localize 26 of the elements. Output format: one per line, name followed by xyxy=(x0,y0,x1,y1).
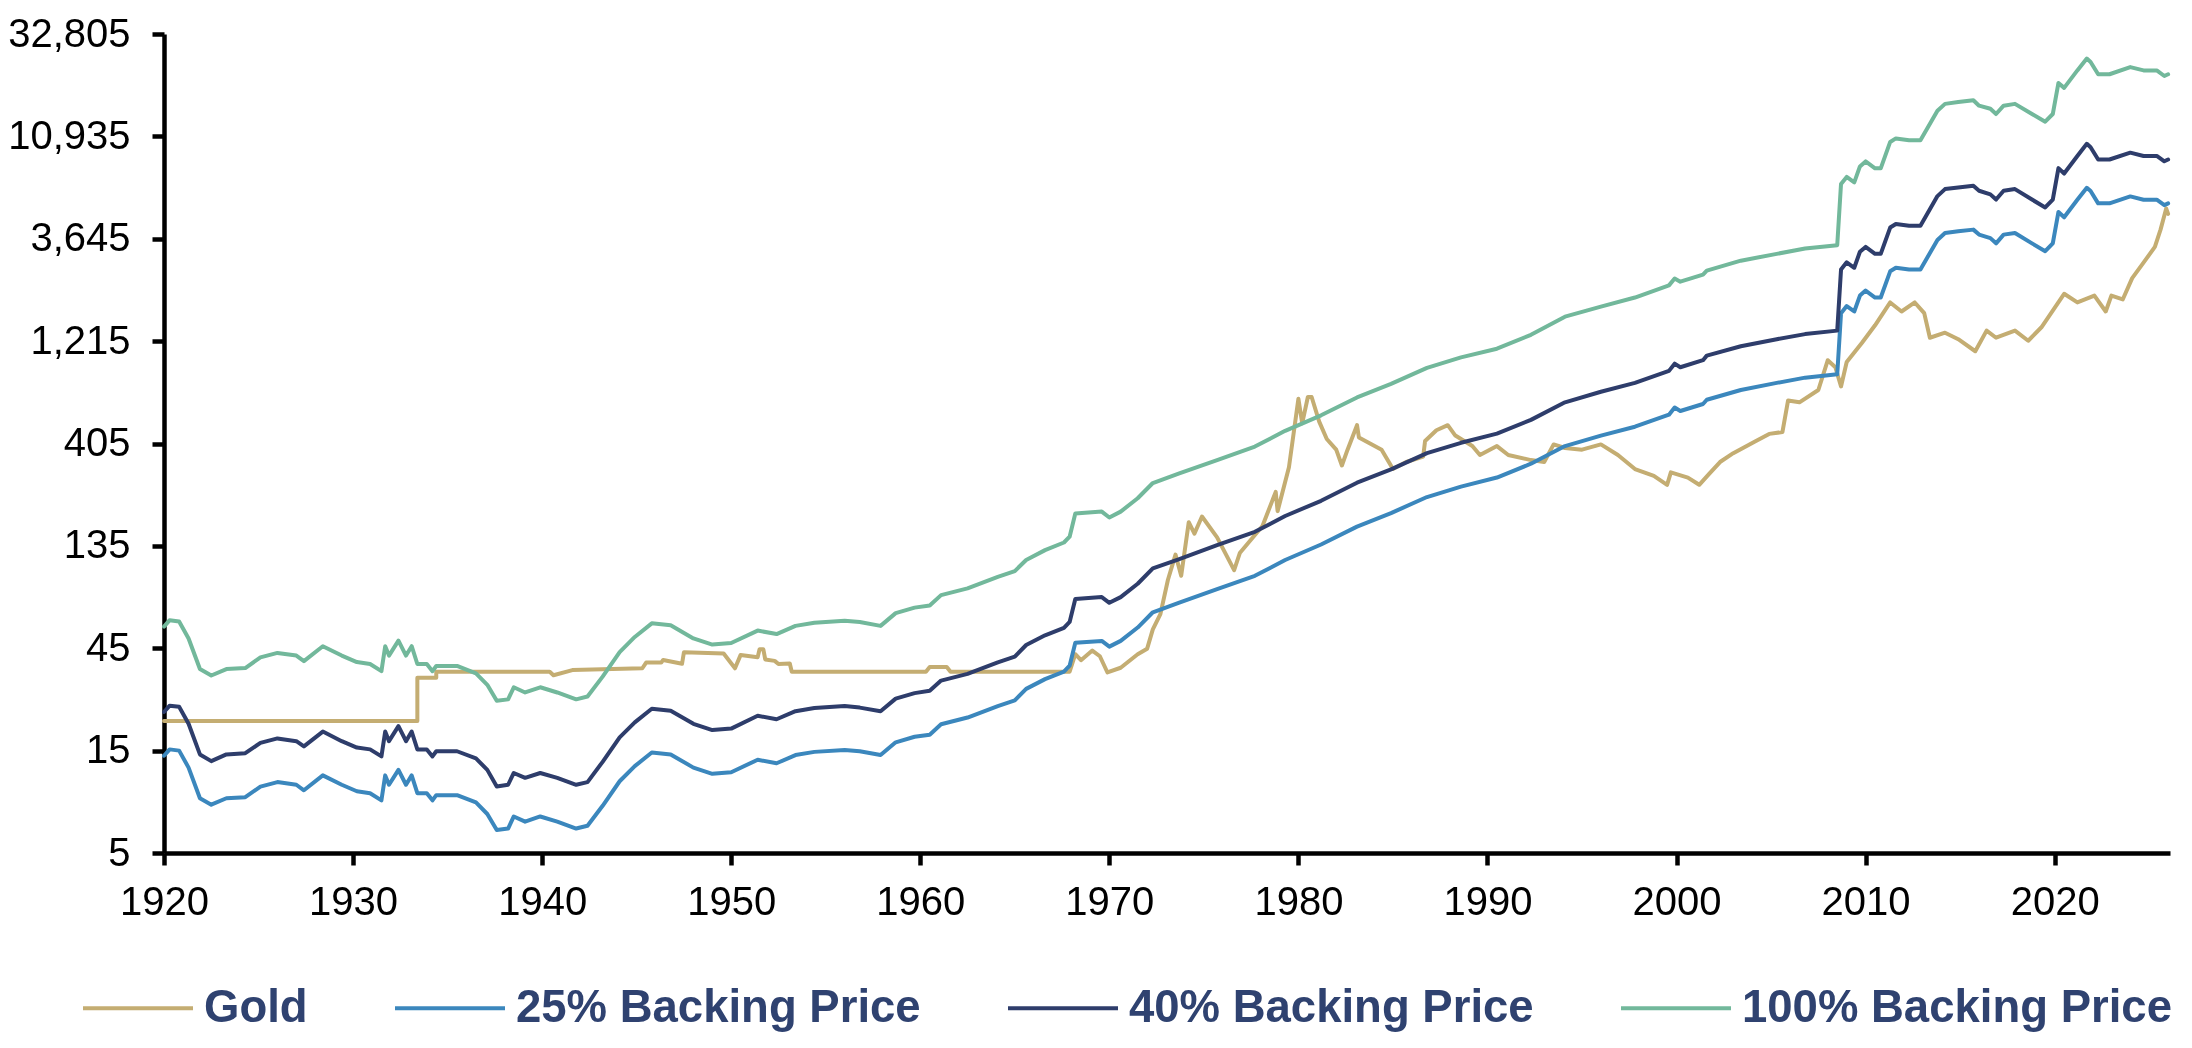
y-tick-label: 1,215 xyxy=(30,317,131,362)
x-tick-label: 1930 xyxy=(309,878,399,923)
legend-label: 25% Backing Price xyxy=(516,981,921,1033)
y-tick-label: 405 xyxy=(63,420,131,464)
x-tick-label: 1990 xyxy=(1443,878,1533,923)
y-tick-label: 3,645 xyxy=(30,215,131,260)
y-tick-label: 45 xyxy=(86,624,131,669)
line-series xyxy=(162,56,2171,703)
x-tick-label: 1980 xyxy=(1254,878,1344,923)
x-tick-label: 1950 xyxy=(687,878,777,923)
x-tick-label: 1960 xyxy=(876,878,966,923)
y-tick-label: 10,935 xyxy=(8,112,131,157)
x-tick-label: 1940 xyxy=(498,878,588,923)
x-tick-label: 2020 xyxy=(2010,878,2100,923)
x-tick-label: 2000 xyxy=(1632,878,1722,923)
x-tick-label: 1920 xyxy=(120,878,209,923)
legend-label: 100% Backing Price xyxy=(1742,981,2172,1033)
legend-label: 40% Backing Price xyxy=(1129,981,1534,1033)
legend-label: Gold xyxy=(204,981,308,1033)
y-tick-label: 15 xyxy=(86,727,131,772)
x-tick-label: 2010 xyxy=(1821,878,1911,923)
line-series xyxy=(162,206,2171,724)
y-tick-label: 5 xyxy=(108,829,131,874)
y-tick-label: 32,805 xyxy=(8,10,131,55)
x-tick-label: 1970 xyxy=(1065,878,1155,923)
y-tick-label: 135 xyxy=(63,522,131,567)
